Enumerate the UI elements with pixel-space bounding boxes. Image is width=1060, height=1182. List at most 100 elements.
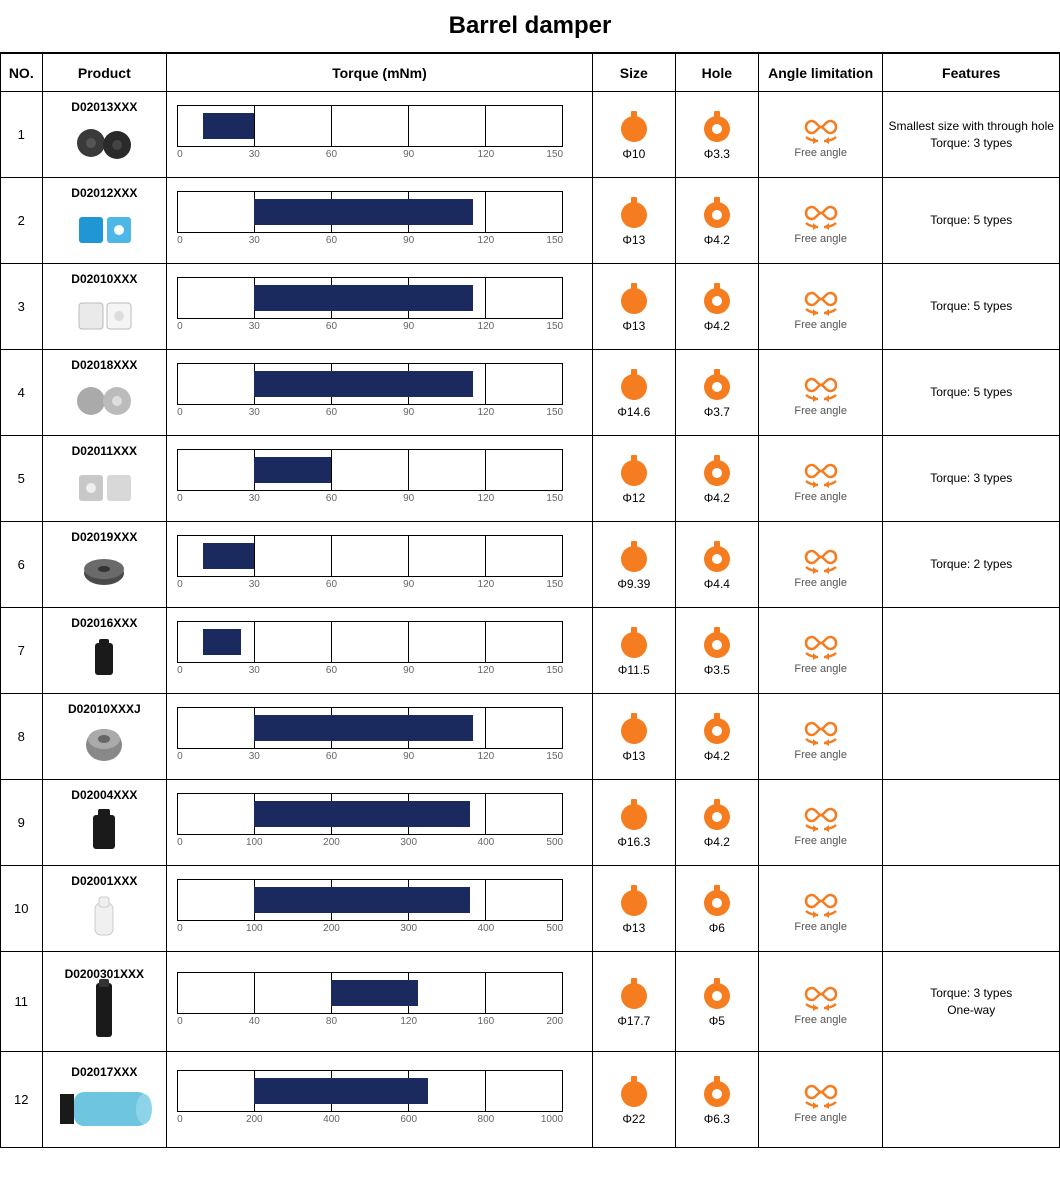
angle-cell: Free angle [758,608,883,694]
free-angle-icon [763,713,879,747]
size-icon [597,539,671,575]
size-icon [597,883,671,919]
hole-icon [680,539,754,575]
angle-cell: Free angle [758,92,883,178]
product-cell: D02013XXX [42,92,167,178]
features-text: Torque: 5 types [887,212,1055,229]
col-size: Size [592,54,675,92]
row-no: 1 [1,92,43,178]
hole-cell: Φ4.2 [675,436,758,522]
torque-chart-cell: 0306090120150 [167,522,593,608]
size-cell: Φ16.3 [592,780,675,866]
size-label: Φ9.39 [597,577,671,591]
angle-cell: Free angle [758,264,883,350]
angle-label: Free angle [763,1112,879,1124]
table-row: 3D02010XXX 0306090120150 Φ13 Φ4.2 Free a… [1,264,1060,350]
hole-icon [680,883,754,919]
angle-label: Free angle [763,577,879,589]
torque-chart: 0306090120150 [177,535,582,599]
product-image [45,116,165,170]
product-code: D02010XXX [45,272,165,286]
product-image [45,804,165,858]
torque-chart-cell: 04080120160200 [167,952,593,1052]
size-label: Φ22 [597,1112,671,1126]
col-hole: Hole [675,54,758,92]
hole-icon [680,625,754,661]
features-cell: Torque: 5 types [883,178,1060,264]
size-icon [597,195,671,231]
torque-chart: 0306090120150 [177,277,582,341]
size-icon [597,625,671,661]
table-row: 7D02016XXX 0306090120150 Φ11.5 Φ3.5 Free… [1,608,1060,694]
hole-label: Φ5 [680,1014,754,1028]
angle-cell: Free angle [758,178,883,264]
table-row: 2D02012XXX 0306090120150 Φ13 Φ4.2 Free a… [1,178,1060,264]
col-torque: Torque (mNm) [167,54,593,92]
torque-bar [203,543,254,569]
hole-cell: Φ6.3 [675,1052,758,1148]
product-cell: D02010XXX [42,264,167,350]
torque-bar [254,199,473,225]
table-row: 6D02019XXX 0306090120150 Φ9.39 Φ4.4 Free… [1,522,1060,608]
product-image [45,1081,165,1135]
product-image [45,890,165,944]
hole-icon [680,711,754,747]
hole-icon [680,281,754,317]
size-cell: Φ22 [592,1052,675,1148]
size-icon [597,281,671,317]
row-no: 5 [1,436,43,522]
hole-label: Φ4.2 [680,749,754,763]
size-cell: Φ9.39 [592,522,675,608]
features-text: Torque: 5 types [887,298,1055,315]
free-angle-icon [763,1076,879,1110]
features-cell [883,608,1060,694]
row-no: 7 [1,608,43,694]
size-cell: Φ17.7 [592,952,675,1052]
torque-chart: 0306090120150 [177,707,582,771]
hole-icon [680,453,754,489]
size-cell: Φ14.6 [592,350,675,436]
size-label: Φ12 [597,491,671,505]
free-angle-icon [763,978,879,1012]
hole-cell: Φ4.4 [675,522,758,608]
torque-chart: 0306090120150 [177,191,582,255]
torque-chart: 0306090120150 [177,621,582,685]
angle-cell: Free angle [758,436,883,522]
torque-chart-cell: 0306090120150 [167,608,593,694]
table-row: 8D02010XXXJ 0306090120150 Φ13 Φ4.2 Free … [1,694,1060,780]
hole-icon [680,1074,754,1110]
torque-chart: 0100200300400500 [177,793,582,857]
product-code: D02001XXX [45,874,165,888]
angle-cell: Free angle [758,694,883,780]
hole-cell: Φ6 [675,866,758,952]
product-image [45,374,165,428]
features-cell: Torque: 5 types [883,350,1060,436]
size-label: Φ13 [597,749,671,763]
angle-cell: Free angle [758,780,883,866]
torque-chart-cell: 0306090120150 [167,264,593,350]
torque-bar [331,980,418,1006]
free-angle-icon [763,455,879,489]
hole-label: Φ4.2 [680,835,754,849]
hole-label: Φ4.4 [680,577,754,591]
col-product: Product [42,54,167,92]
torque-chart-cell: 0100200300400500 [167,780,593,866]
size-cell: Φ10 [592,92,675,178]
product-image [45,718,165,772]
angle-cell: Free angle [758,522,883,608]
damper-table: NO. Product Torque (mNm) Size Hole Angle… [0,53,1060,1148]
size-label: Φ13 [597,921,671,935]
product-cell: D02001XXX [42,866,167,952]
angle-label: Free angle [763,1014,879,1026]
size-label: Φ13 [597,319,671,333]
product-cell: D0200301XXX [42,952,167,1052]
product-image [45,632,165,686]
angle-label: Free angle [763,147,879,159]
free-angle-icon [763,541,879,575]
row-no: 3 [1,264,43,350]
product-cell: D02011XXX [42,436,167,522]
torque-chart: 0306090120150 [177,363,582,427]
row-no: 12 [1,1052,43,1148]
hole-cell: Φ4.2 [675,264,758,350]
table-row: 11D0200301XXX 04080120160200 Φ17.7 Φ5 Fr… [1,952,1060,1052]
